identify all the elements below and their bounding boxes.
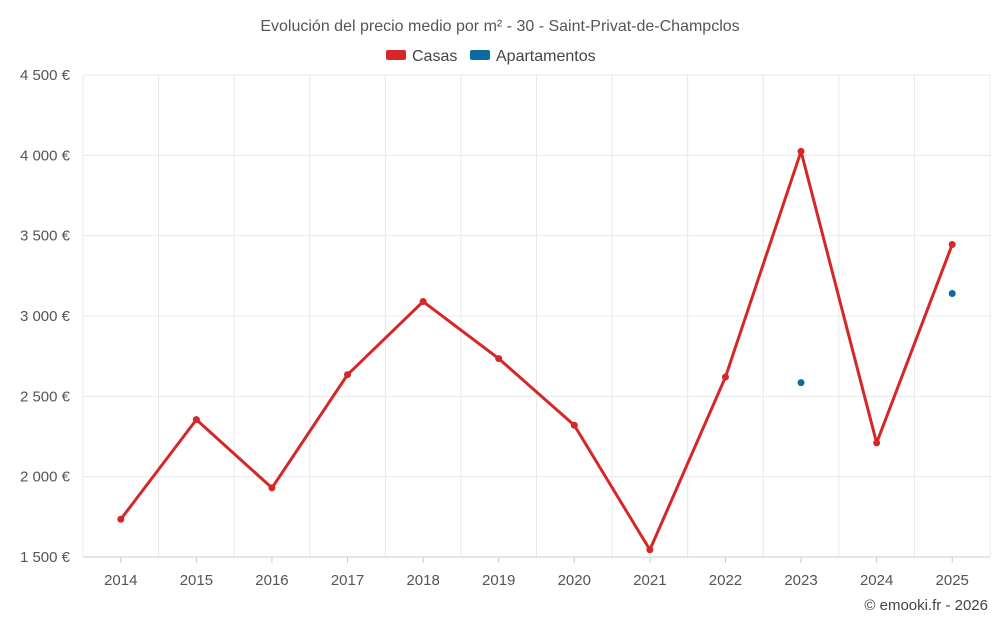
y-tick-label: 2 000 € <box>20 469 71 486</box>
y-axis: 1 500 € 2 000 € 2 500 € 3 000 € 3 500 € 4 000… <box>20 67 71 566</box>
data-point-apartamentos[interactable] <box>948 290 956 298</box>
x-tick-label: 2018 <box>406 572 439 589</box>
legend-swatch-apartamentos <box>470 50 490 60</box>
y-tick-label: 2 500 € <box>20 388 71 405</box>
x-tick-label: 2014 <box>104 572 137 589</box>
data-point-casas[interactable] <box>873 439 881 447</box>
data-point-casas[interactable] <box>797 147 805 155</box>
legend-swatch-casas <box>386 50 406 60</box>
y-tick-label: 1 500 € <box>20 549 71 566</box>
y-tick-label: 4 500 € <box>20 67 71 84</box>
credit-text: © emooki.fr - 2026 <box>864 597 988 614</box>
data-point-casas[interactable] <box>948 241 956 249</box>
data-point-casas[interactable] <box>344 371 352 379</box>
x-tick-label: 2017 <box>331 572 364 589</box>
y-tick-label: 4 000 € <box>20 147 71 164</box>
plot-area <box>117 147 956 554</box>
data-point-casas[interactable] <box>570 421 578 429</box>
x-tick-label: 2023 <box>784 572 817 589</box>
data-point-casas[interactable] <box>646 546 654 554</box>
x-tick-label: 2016 <box>255 572 288 589</box>
data-point-casas[interactable] <box>419 298 427 306</box>
legend-item-casas[interactable]: Casas <box>386 48 457 65</box>
legend-label-casas: Casas <box>412 48 457 65</box>
data-point-apartamentos[interactable] <box>797 379 805 387</box>
chart-title: Evolución del precio medio por m² - 30 -… <box>260 18 739 35</box>
series-line-casas <box>119 149 954 552</box>
data-point-casas[interactable] <box>117 515 125 523</box>
x-tick-label: 2025 <box>936 572 969 589</box>
y-tick-label: 3 500 € <box>20 228 71 245</box>
x-tick-label: 2021 <box>633 572 666 589</box>
x-tick-label: 2019 <box>482 572 515 589</box>
legend: Casas Apartamentos <box>386 48 596 65</box>
data-point-casas[interactable] <box>721 373 729 381</box>
y-tick-label: 3 000 € <box>20 308 71 325</box>
x-tick-label: 2022 <box>709 572 742 589</box>
legend-label-apartamentos: Apartamentos <box>496 48 596 65</box>
gridlines <box>82 74 991 558</box>
x-tick-label: 2020 <box>558 572 591 589</box>
data-point-casas[interactable] <box>495 355 503 363</box>
data-point-casas[interactable] <box>268 484 276 492</box>
x-tick-label: 2015 <box>180 572 213 589</box>
legend-item-apartamentos[interactable]: Apartamentos <box>470 48 596 65</box>
data-point-casas[interactable] <box>192 416 200 424</box>
x-axis: 2014 2015 2016 2017 2018 2019 2020 2021 2022 2023… <box>83 556 990 589</box>
x-tick-label: 2024 <box>860 572 893 589</box>
